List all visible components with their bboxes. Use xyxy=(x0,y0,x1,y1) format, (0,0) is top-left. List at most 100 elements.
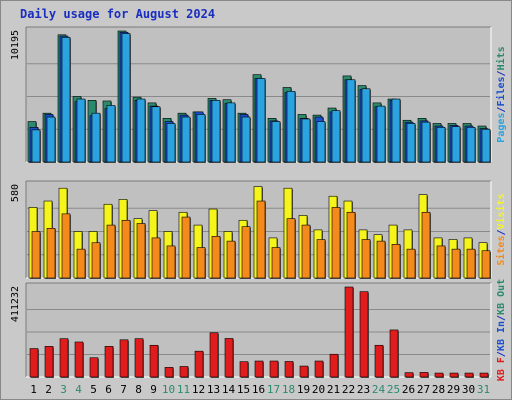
sites-bar xyxy=(151,237,161,279)
legend-entry: KB Out xyxy=(496,279,507,315)
sites-bar xyxy=(76,248,86,279)
pages-bar xyxy=(421,121,431,163)
panel-3-legend: KB F/KB In/KB Out xyxy=(496,279,507,381)
chart-title: Daily usage for August 2024 xyxy=(20,7,216,21)
pages-bar xyxy=(406,123,416,163)
sites-bar xyxy=(316,239,326,279)
pages-bar xyxy=(316,121,326,163)
panel-2-y-max-label: 580 xyxy=(10,184,21,202)
sites-bar xyxy=(301,224,311,279)
x-axis-day-label: 26 xyxy=(402,383,415,396)
kb-f-bar xyxy=(254,360,264,378)
sites-bar xyxy=(106,224,116,279)
kb-f-bar xyxy=(284,361,294,378)
kb-f-bar xyxy=(44,346,54,378)
sites-bar xyxy=(271,247,281,279)
kb-f-bar xyxy=(104,346,114,378)
x-axis-day-label: 13 xyxy=(207,383,220,396)
x-axis-day-label: 6 xyxy=(105,383,112,396)
x-axis-day-label: 4 xyxy=(75,383,82,396)
pages-bar xyxy=(376,105,386,163)
sites-bar xyxy=(136,223,146,279)
panel-1-y-max-label: 10195 xyxy=(10,30,21,60)
pages-bar xyxy=(91,112,101,163)
pages-bar xyxy=(31,129,41,163)
pages-bar xyxy=(121,33,131,163)
kb-f-bar xyxy=(74,341,84,378)
kb-f-bar xyxy=(329,353,339,378)
kb-f-bar xyxy=(89,357,99,378)
x-axis-day-label: 30 xyxy=(462,383,475,396)
legend-entry: / xyxy=(496,229,507,235)
pages-bar xyxy=(136,98,146,163)
kb-f-bar xyxy=(314,360,324,378)
legend-entry: / xyxy=(496,107,507,113)
pages-bar xyxy=(391,98,401,163)
x-axis-day-label: 25 xyxy=(387,383,400,396)
sites-bar xyxy=(91,242,101,279)
sites-bar xyxy=(211,236,221,279)
kb-f-bar xyxy=(464,372,474,378)
x-axis-day-label: 17 xyxy=(267,383,280,396)
x-axis-day-label: 1 xyxy=(30,383,37,396)
x-axis-day-label: 23 xyxy=(357,383,370,396)
pages-bar xyxy=(481,128,491,163)
sites-bar xyxy=(46,227,56,279)
x-axis-day-label: 27 xyxy=(417,383,430,396)
pages-bar xyxy=(211,100,221,163)
kb-f-bar xyxy=(59,338,69,378)
x-axis-day-label: 10 xyxy=(162,383,175,396)
kb-f-bar xyxy=(434,372,444,378)
x-axis-day-label: 15 xyxy=(237,383,250,396)
legend-entry: Sites xyxy=(495,236,507,266)
kb-f-bar xyxy=(479,372,489,378)
legend-entry: Visits xyxy=(495,193,507,229)
kb-f-bar xyxy=(269,360,279,378)
x-axis-day-label: 19 xyxy=(297,383,310,396)
legend-entry: KB In xyxy=(496,321,507,351)
pages-bar xyxy=(256,78,266,163)
pages-bar xyxy=(301,118,311,163)
kb-f-bar xyxy=(344,286,354,378)
sites-bar xyxy=(376,240,386,279)
pages-bar xyxy=(451,126,461,163)
kb-f-bar xyxy=(164,367,174,378)
kb-f-bar xyxy=(119,339,129,378)
x-axis-day-label: 28 xyxy=(432,383,445,396)
pages-bar xyxy=(466,127,476,163)
pages-bar xyxy=(436,127,446,163)
sites-bar xyxy=(451,248,461,279)
x-axis-day-label: 20 xyxy=(312,383,325,396)
sites-bar xyxy=(481,250,491,279)
x-axis-day-label: 11 xyxy=(177,383,190,396)
pages-bar xyxy=(241,116,251,163)
kb-f-bar xyxy=(359,291,369,378)
legend-entry: Hits xyxy=(495,46,507,70)
legend-entry: Files xyxy=(495,76,507,106)
legend-entry: / xyxy=(496,70,507,76)
kb-f-bar xyxy=(374,344,384,378)
kb-f-bar xyxy=(419,372,429,378)
legend-entry: KB F xyxy=(496,357,507,381)
x-axis-day-label: 22 xyxy=(342,383,355,396)
pages-bar xyxy=(331,110,341,163)
x-axis-day-label: 24 xyxy=(372,383,386,396)
x-axis-day-label: 9 xyxy=(150,383,157,396)
kb-f-bar xyxy=(299,365,309,378)
kb-f-bar xyxy=(29,348,39,378)
x-axis-day-label: 12 xyxy=(192,383,205,396)
sites-bar xyxy=(256,200,266,279)
x-axis-day-label: 18 xyxy=(282,383,295,396)
sites-bar xyxy=(31,231,41,279)
sites-bar xyxy=(421,211,431,279)
kb-f-bar xyxy=(389,329,399,378)
sites-bar xyxy=(166,245,176,279)
kb-f-bar xyxy=(209,332,219,378)
sites-bar xyxy=(181,216,191,279)
sites-bar xyxy=(331,207,341,279)
kb-f-bar xyxy=(134,338,144,378)
x-axis-day-label: 3 xyxy=(60,383,67,396)
sites-bar xyxy=(361,239,371,279)
